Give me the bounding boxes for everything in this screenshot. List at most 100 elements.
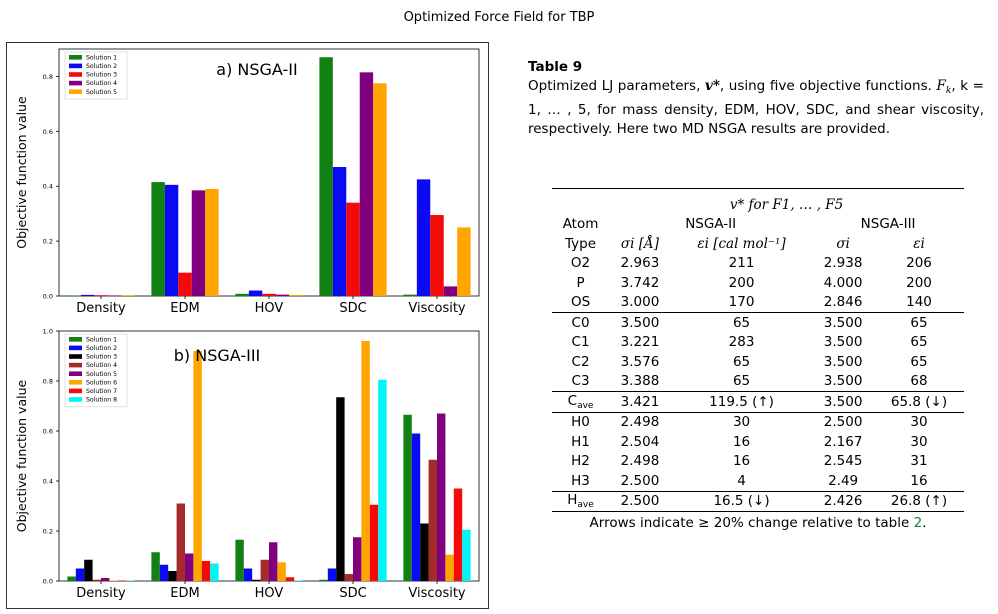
nsga2-epsilon-cell: 16.5 (↓) [670, 490, 813, 512]
bar [151, 552, 160, 581]
x-tick-label: Viscosity [408, 586, 466, 601]
table-body: O2 2.963 211 2.938 206 P 3.742 200 4.000 200 OS 3.0… [552, 254, 964, 512]
nsga3-epsilon-cell: 65.8 (↓) [874, 391, 964, 412]
table-row: P 3.742 200 4.000 200 [552, 273, 964, 293]
y-tick-label: 0.8 [43, 378, 53, 386]
table-row: H2 2.498 16 2.545 31 [552, 452, 964, 472]
legend-swatch [69, 337, 82, 342]
y-tick-label: 0.0 [43, 578, 53, 586]
atom-cell: Cave [552, 391, 610, 412]
footnote-end: . [922, 514, 927, 531]
bar [164, 184, 179, 296]
sigma-header: σi [836, 235, 850, 252]
bar [176, 503, 185, 581]
bar [289, 294, 303, 296]
y-tick-label: 0.4 [43, 183, 53, 191]
bar [109, 580, 118, 581]
legend-swatch [69, 362, 82, 368]
bar [437, 413, 446, 581]
nsga3-sigma-cell: 3.500 [823, 353, 863, 370]
atom-header: Atom [562, 216, 599, 233]
nsga2-epsilon-cell: 65 [732, 373, 751, 390]
nsga3-epsilon-cell: 65 [910, 353, 928, 370]
table-row: Cave 3.421 119.5 (↑) 3.500 65.8 (↓) [552, 391, 964, 412]
bar [353, 537, 362, 581]
nsga2-header: NSGA-II [685, 216, 737, 233]
bar [235, 293, 249, 296]
x-tick-label: SDC [339, 586, 366, 601]
atom-cell: H2 [571, 453, 590, 470]
bar [84, 559, 93, 581]
sigma-unit-header: σi [Å] [620, 235, 660, 252]
legend-label: Solution 6 [86, 379, 117, 386]
bar [346, 202, 360, 296]
legend-swatch [69, 80, 82, 86]
bar [201, 561, 211, 581]
bar [260, 559, 269, 581]
bar [269, 542, 278, 581]
legend-label: Solution 4 [86, 362, 117, 369]
nsga3-sigma-cell: 2.500 [812, 411, 875, 432]
nsga2-epsilon-cell: 119.5 (↑) [670, 391, 813, 412]
nsga2-sigma-cell: 3.388 [620, 373, 660, 390]
table-2-link[interactable]: 2 [913, 514, 923, 531]
caption-F-symbol: F [936, 78, 946, 94]
legend-swatch [69, 354, 82, 359]
bar [235, 539, 244, 581]
y-tick-label: 0.2 [43, 238, 53, 246]
atom-subscript: ave [577, 400, 594, 411]
legend-label: Solution 2 [86, 63, 117, 70]
epsilon-unit-header: εi [cal mol⁻¹] [697, 235, 786, 252]
caption-text-1: Optimized LJ parameters, [528, 78, 705, 94]
bar [378, 379, 387, 581]
table-group-header-row: v* for F1, … , F5 [552, 195, 964, 215]
nsga2-epsilon-cell: 16 [732, 433, 751, 450]
nsga3-epsilon-cell: 30 [910, 433, 928, 450]
atom-cell: O2 [570, 255, 591, 272]
nsga3-epsilon-cell: 65 [874, 312, 964, 333]
nsga2-sigma-cell: 2.500 [609, 490, 671, 512]
y-tick-label: 0.4 [43, 478, 53, 486]
table-units-row: Type σi [Å] εi [cal mol⁻¹] σi εi [552, 234, 964, 254]
nsga3-sigma-cell: 2.938 [823, 255, 863, 272]
y-axis-label: Objective function value [14, 96, 29, 249]
nsga2-epsilon-cell: 4 [737, 472, 746, 489]
bar [294, 580, 303, 581]
chart-title: b) NSGA-III [174, 346, 261, 365]
bar [101, 578, 110, 581]
bar [191, 190, 206, 296]
figure-svg: 0.0 0.2 0.4 0.6 0.8 Density EDM HOV SDC Viscosity… [14, 48, 480, 601]
bar [457, 227, 471, 296]
bar [75, 568, 85, 581]
bar [369, 504, 379, 581]
nsga2-epsilon-cell: 16 [732, 453, 751, 470]
nsga3-sigma-cell: 3.500 [812, 312, 875, 333]
x-tick-label: Viscosity [408, 301, 466, 316]
table-row: C2 3.576 65 3.500 65 [552, 352, 964, 372]
y-tick-label: 0.6 [43, 128, 53, 136]
table-footnote-row: Arrows indicate ≥ 20% change relative to… [552, 511, 964, 533]
nsga2-epsilon-cell: 170 [728, 294, 755, 311]
legend-swatch [69, 55, 82, 60]
bar [159, 564, 169, 581]
bar [117, 580, 127, 581]
nsga2-sigma-cell: 3.421 [609, 391, 671, 412]
legend-swatch [69, 397, 82, 402]
chart-title: a) NSGA-II [216, 60, 297, 79]
bar [262, 293, 276, 296]
nsga3-sigma-cell: 4.000 [823, 274, 863, 291]
nsga2-epsilon-cell: 30 [670, 411, 813, 432]
x-tick-label: Density [76, 586, 126, 601]
legend-label: Solution 4 [86, 80, 117, 87]
bar [252, 579, 261, 581]
nsga3-sigma-cell: 2.49 [828, 472, 859, 489]
atom-cell: C0 [552, 312, 610, 333]
table-row: Have 2.500 16.5 (↓) 2.426 26.8 (↑) [552, 490, 964, 512]
bar [411, 433, 421, 581]
legend-label: Solution 8 [86, 397, 117, 404]
nsga2-sigma-cell: 3.000 [620, 294, 660, 311]
nsga2-sigma-cell: 2.504 [620, 433, 660, 450]
y-tick-label: 0.0 [43, 293, 53, 301]
table-footnote: Arrows indicate ≥ 20% change relative to… [552, 511, 964, 533]
bar [332, 167, 347, 296]
